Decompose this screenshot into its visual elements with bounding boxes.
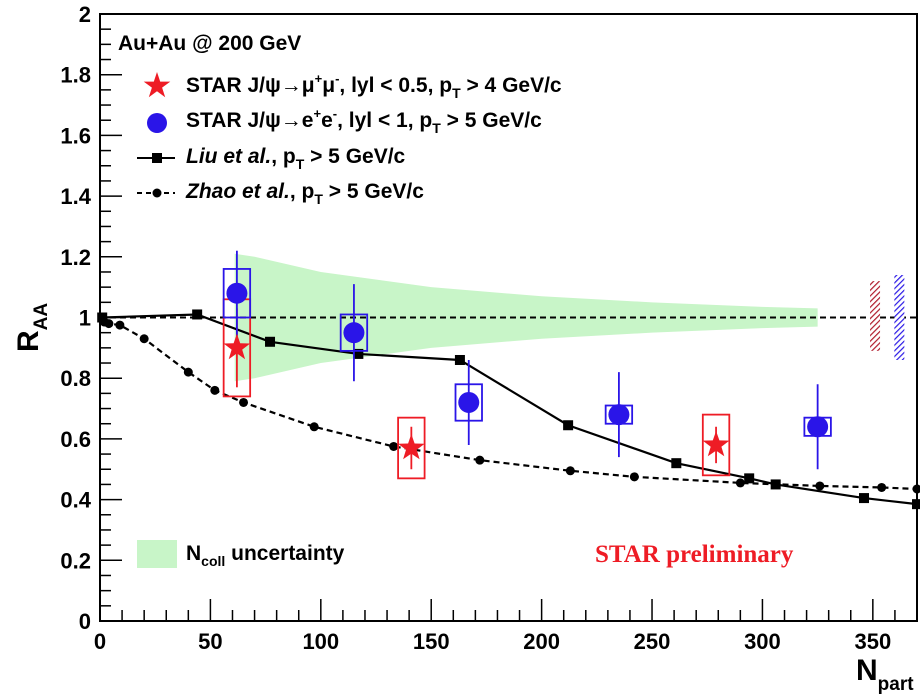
legend-star-marker xyxy=(143,72,171,98)
liu-model-point xyxy=(97,312,108,323)
legend-mumu-label: STAR J/ψ→μ+μ-, lyl < 0.5, pT > 4 GeV/c xyxy=(186,71,562,101)
y-tick-label: 0.6 xyxy=(60,427,91,452)
mumu-syst-box xyxy=(701,413,731,477)
zhao-model-point xyxy=(912,484,920,494)
x-tick-label: 150 xyxy=(413,629,450,654)
ee-data-point xyxy=(343,322,365,344)
x-tick-label: 100 xyxy=(302,629,339,654)
legend-ncoll-label: Ncoll uncertainty xyxy=(186,542,345,569)
zhao-model-point xyxy=(139,334,149,344)
y-tick-label: 1.8 xyxy=(60,63,91,88)
liu-model-point xyxy=(353,348,364,359)
y-tick-label: 1.6 xyxy=(60,123,91,148)
y-tick-label: 2 xyxy=(79,2,91,27)
legend-ee-label: STAR J/ψ→e+e-, lyl < 1, pT > 5 GeV/c xyxy=(186,106,542,136)
zhao-model-curve xyxy=(104,321,918,491)
zhao-model-point xyxy=(389,441,399,451)
y-tick-label: 1.2 xyxy=(60,245,91,270)
system-label: Au+Au @ 200 GeV xyxy=(118,32,301,55)
liu-model-point xyxy=(454,354,465,365)
ncoll-uncertainty-band xyxy=(234,253,818,382)
zhao-model-point xyxy=(475,455,485,465)
zhao-model-point xyxy=(239,397,249,407)
zhao-model-point xyxy=(629,472,639,482)
mumu-syst-box xyxy=(397,416,426,480)
zhao-model-point xyxy=(104,319,114,329)
x-tick-label: 300 xyxy=(744,629,781,654)
liu-model-point xyxy=(671,458,682,469)
legend-liu-label: Liu et al., pT > 5 GeV/c xyxy=(186,145,406,172)
ee-data-point xyxy=(458,391,480,413)
y-tick-label: 0.2 xyxy=(60,548,91,573)
mumu-data-point xyxy=(223,333,251,360)
liu-model-point xyxy=(192,309,203,320)
y-tick-label: 1 xyxy=(79,306,91,331)
legend-zhao-marker xyxy=(152,188,162,198)
x-tick-label: 50 xyxy=(198,629,222,654)
liu-model-point xyxy=(744,473,755,484)
legend-zhao-label: Zhao et al., pT > 5 GeV/c xyxy=(185,180,424,207)
zhao-model-point xyxy=(309,422,319,432)
liu-model-point xyxy=(859,493,870,504)
zhao-model-point xyxy=(877,482,887,492)
y-axis-title: RAA xyxy=(12,303,52,352)
zhao-model-point xyxy=(183,367,193,377)
ee-data-point xyxy=(226,282,248,304)
global-uncertainty-bar xyxy=(894,275,905,360)
zhao-model-point xyxy=(815,481,825,491)
x-tick-label: 350 xyxy=(854,629,891,654)
legend: STAR J/ψ→μ+μ-, lyl < 0.5, pT > 4 GeV/c S… xyxy=(137,71,562,569)
x-tick-label: 0 xyxy=(94,629,106,654)
zhao-model-point xyxy=(565,466,575,476)
zhao-model-point xyxy=(210,385,220,395)
y-tick-label: 1.4 xyxy=(60,184,91,209)
y-tick-label: 0.8 xyxy=(60,366,91,391)
ee-data-point xyxy=(807,416,829,438)
x-tick-label: 250 xyxy=(634,629,671,654)
legend-liu-marker xyxy=(152,153,162,163)
liu-model-point xyxy=(265,336,276,347)
x-tick-label: 200 xyxy=(523,629,560,654)
y-tick-label: 0.4 xyxy=(60,488,91,513)
x-axis-title: Npart xyxy=(856,654,914,695)
zhao-model-point xyxy=(115,320,125,330)
legend-ncoll-swatch xyxy=(137,540,177,568)
preliminary-label: STAR preliminary xyxy=(595,541,794,568)
y-tick-label: 0 xyxy=(79,609,91,634)
legend-circle-marker xyxy=(147,113,167,133)
liu-model-point xyxy=(563,420,574,431)
ee-data-point xyxy=(608,404,630,426)
mumu-data-point xyxy=(398,434,425,460)
global-uncertainty-bar xyxy=(870,281,881,351)
zhao-model-point xyxy=(735,478,745,488)
mumu-data-point xyxy=(702,431,730,457)
liu-model-point xyxy=(912,499,920,510)
